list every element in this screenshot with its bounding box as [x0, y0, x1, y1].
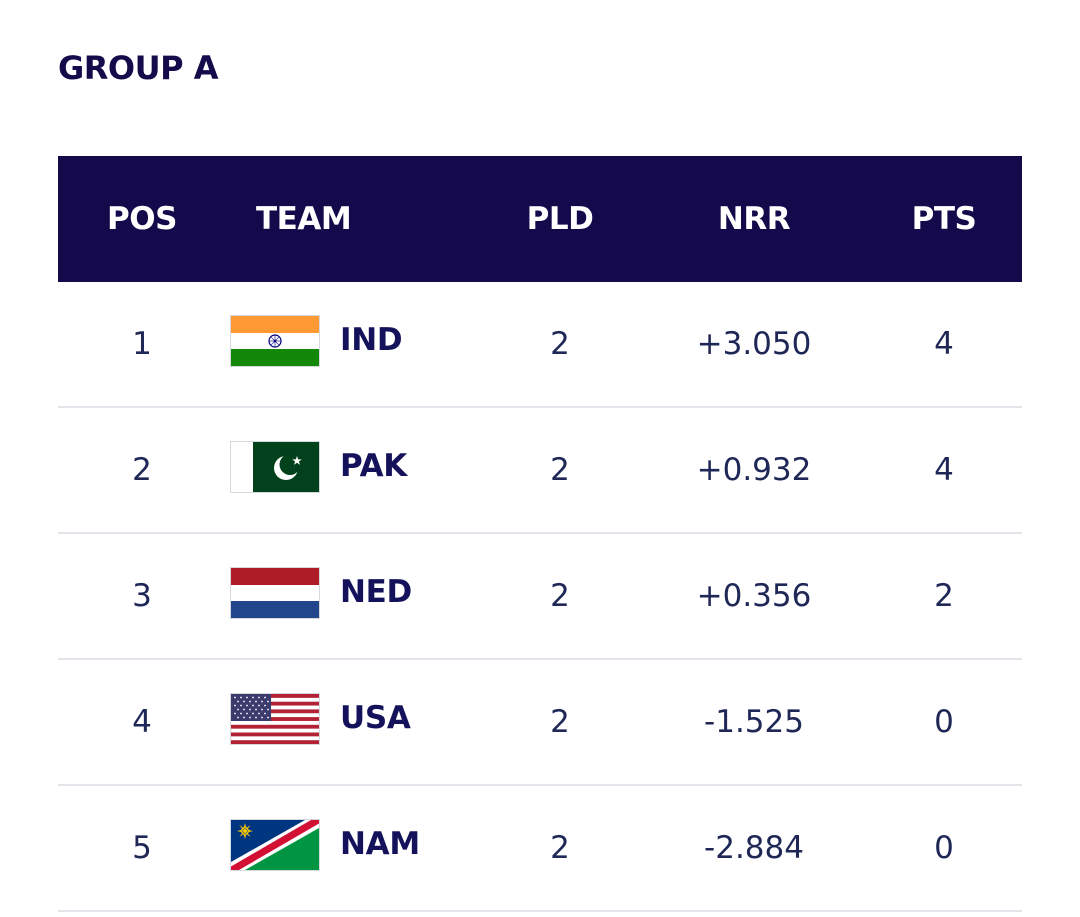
namibia-flag-icon	[230, 819, 320, 871]
usa-flag-icon	[230, 693, 320, 745]
team-code[interactable]: USA	[340, 700, 411, 736]
india-flag-icon	[230, 315, 320, 367]
team-code[interactable]: IND	[340, 322, 403, 358]
column-header-nrr[interactable]: NRR	[717, 201, 791, 237]
table-row[interactable]: 2 PAK 2 +0.932 4	[58, 408, 1022, 534]
table-row[interactable]: 5	[58, 786, 1022, 912]
group-title: GROUP A	[58, 49, 218, 87]
pakistan-flag-icon	[230, 441, 320, 493]
table-header: POS TEAM PLD NRR PTS	[58, 156, 1022, 282]
column-header-pld[interactable]: PLD	[526, 201, 594, 237]
played-value: 2	[550, 326, 570, 362]
team-code[interactable]: NAM	[340, 826, 420, 862]
standings-table: POS TEAM PLD NRR PTS 1 IND 2	[58, 156, 1022, 912]
position-value: 4	[132, 704, 152, 740]
played-value: 2	[550, 452, 570, 488]
table-row[interactable]: 1 IND 2 +3.050 4	[58, 282, 1022, 408]
played-value: 2	[550, 704, 570, 740]
table-row[interactable]: 4	[58, 660, 1022, 786]
points-value: 0	[934, 704, 954, 740]
team-code[interactable]: NED	[340, 574, 412, 610]
points-value: 4	[934, 452, 954, 488]
points-value: 0	[934, 830, 954, 866]
played-value: 2	[550, 830, 570, 866]
position-value: 5	[132, 830, 152, 866]
column-header-team[interactable]: TEAM	[256, 201, 352, 237]
position-value: 2	[132, 452, 152, 488]
team-code[interactable]: PAK	[340, 448, 407, 484]
nrr-value: +0.932	[696, 452, 812, 488]
column-header-pts[interactable]: PTS	[911, 201, 977, 237]
played-value: 2	[550, 578, 570, 614]
nrr-value: +0.356	[696, 578, 812, 614]
column-header-pos[interactable]: POS	[107, 201, 177, 237]
netherlands-flag-icon	[230, 567, 320, 619]
position-value: 3	[132, 578, 152, 614]
position-value: 1	[132, 326, 152, 362]
nrr-value: +3.050	[696, 326, 812, 362]
nrr-value: -2.884	[704, 830, 804, 866]
points-value: 2	[934, 578, 954, 614]
points-value: 4	[934, 326, 954, 362]
table-row[interactable]: 3 NED 2 +0.356 2	[58, 534, 1022, 660]
nrr-value: -1.525	[704, 704, 804, 740]
